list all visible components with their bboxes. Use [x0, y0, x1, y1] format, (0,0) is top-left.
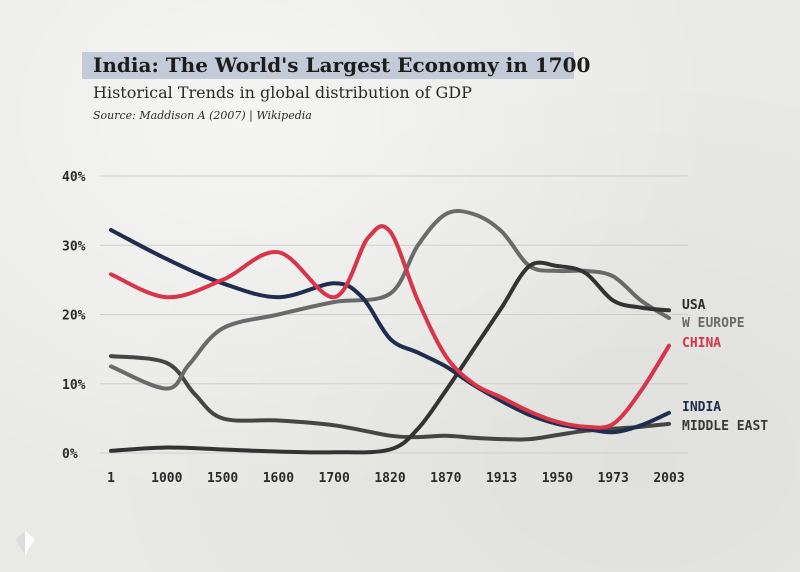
- series-line-india: [109, 228, 671, 435]
- y-tick-label: 10%: [62, 378, 86, 393]
- series-label-usa: USA: [682, 298, 706, 313]
- y-tick-label: 0%: [62, 447, 78, 462]
- series-label-india: INDIA: [682, 400, 721, 415]
- grid-lines: [100, 175, 688, 454]
- x-axis-ticks: 1 1000 1500 1600 1700 1820 1870 1913 1950 1973 200…: [107, 471, 685, 486]
- x-tick-label: 1870: [430, 471, 461, 486]
- series-line-china: [109, 224, 671, 430]
- brand-logo-icon: [15, 531, 35, 555]
- chart-title: India: The World's Largest Economy in 17…: [93, 53, 591, 77]
- y-axis-ticks: 0% 10% 20% 30% 40%: [62, 170, 86, 462]
- series-label-w-europe: W EUROPE: [682, 316, 745, 331]
- y-tick-label: 30%: [62, 239, 86, 254]
- x-tick-label: 1913: [486, 471, 517, 486]
- series-label-china: CHINA: [682, 336, 721, 351]
- x-tick-label: 1000: [151, 471, 182, 486]
- series-labels: USA W EUROPE CHINA INDIA MIDDLE EAST: [682, 298, 768, 434]
- chart-source: Source: Maddison A (2007) | Wikipedia: [93, 109, 312, 122]
- x-tick-label: 2003: [653, 471, 684, 486]
- x-tick-label: 1600: [263, 471, 294, 486]
- x-tick-label: 1820: [374, 471, 405, 486]
- x-tick-label: 1500: [207, 471, 238, 486]
- y-tick-label: 20%: [62, 309, 86, 324]
- x-tick-label: 1973: [598, 471, 629, 486]
- title-highlight: [82, 52, 574, 79]
- series-line-w-europe: [109, 209, 671, 391]
- series-label-middle-east: MIDDLE EAST: [682, 419, 768, 434]
- y-tick-label: 40%: [62, 170, 86, 185]
- x-tick-label: 1700: [319, 471, 350, 486]
- x-tick-label: 1950: [542, 471, 573, 486]
- series-lines: [109, 209, 671, 455]
- chart-subtitle: Historical Trends in global distribution…: [93, 83, 472, 102]
- x-tick-label: 1: [107, 471, 115, 486]
